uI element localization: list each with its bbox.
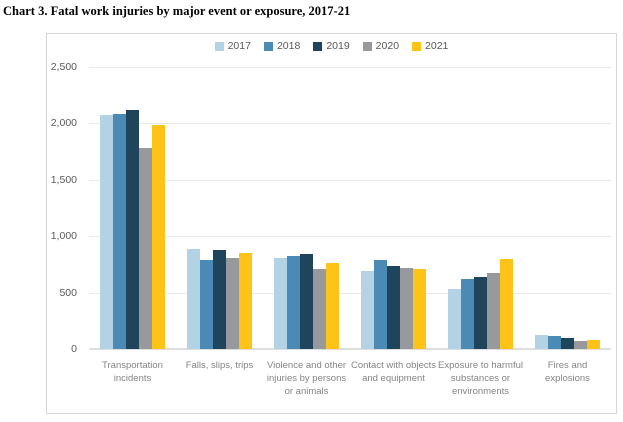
legend-item-2021: 2021 xyxy=(412,40,448,52)
bar-2018-5 xyxy=(461,278,474,349)
gridline-y-1500 xyxy=(89,179,611,181)
bar-2018-1 xyxy=(113,114,126,349)
bar-2020-4 xyxy=(400,268,413,349)
bar-group-1 xyxy=(89,67,176,349)
bar-2018-4 xyxy=(374,260,387,349)
bar-2019-6 xyxy=(561,337,574,349)
bar-2020-6 xyxy=(574,340,587,349)
bar-2017-1 xyxy=(100,114,113,349)
bar-2021-1 xyxy=(152,125,165,349)
legend-item-2020: 2020 xyxy=(362,40,400,52)
bar-2019-1 xyxy=(126,109,139,349)
bar-2018-6 xyxy=(548,336,561,349)
bar-2018-2 xyxy=(200,259,213,349)
y-axis-tick-label: 1,000 xyxy=(50,230,77,243)
bar-group-5 xyxy=(437,67,524,349)
category-label: Falls, slips, trips xyxy=(185,360,254,371)
bar-group-4 xyxy=(350,67,437,349)
bar-2019-2 xyxy=(213,249,226,349)
gridline-y-500 xyxy=(89,292,611,294)
chart-plot-area: 0 500 1,000 1,500 2,000 2,500 xyxy=(51,61,611,355)
y-axis-tick-label: 1,500 xyxy=(50,173,77,186)
legend-label: 2018 xyxy=(276,40,301,52)
y-axis-tick-label: 0 xyxy=(71,343,77,355)
category-label: Violence and other injuries by persons o… xyxy=(266,360,347,397)
bar-2021-3 xyxy=(326,263,339,349)
bar-2018-3 xyxy=(287,255,300,349)
gridline-y-2500 xyxy=(89,67,611,68)
y-axis-tick-label: 2,000 xyxy=(50,117,77,130)
gridline-y-1000 xyxy=(89,236,611,238)
bar-2021-5 xyxy=(500,259,513,349)
category-label: Contact with objects and equipment xyxy=(350,360,436,384)
chart-title: Chart 3. Fatal work injuries by major ev… xyxy=(3,4,351,18)
bar-2020-1 xyxy=(139,148,152,349)
bar-2017-2 xyxy=(187,248,200,349)
bar-2017-6 xyxy=(535,335,548,349)
y-axis-tick-label: 500 xyxy=(59,286,77,299)
gridline-y-0 xyxy=(89,348,611,350)
gridline-y-2000 xyxy=(89,123,611,125)
y-axis-tick-label: 2,500 xyxy=(50,61,77,73)
category-label: Fires and explosions xyxy=(545,360,590,384)
bar-group-6 xyxy=(524,67,611,349)
bar-2019-5 xyxy=(474,276,487,349)
category-label: Exposure to harmful substances or enviro… xyxy=(437,360,523,397)
bar-group-2 xyxy=(176,67,263,349)
bar-2021-2 xyxy=(239,253,252,349)
bar-2019-3 xyxy=(300,254,313,349)
legend-swatch-icon xyxy=(412,41,422,51)
legend-label: 2017 xyxy=(227,40,251,52)
legend-item-2018: 2018 xyxy=(263,40,301,52)
legend-swatch-icon xyxy=(214,41,224,51)
chart-legend: 2017 2018 2019 2020 2021 xyxy=(47,40,616,52)
legend-item-2017: 2017 xyxy=(214,40,251,52)
legend-swatch-icon xyxy=(313,41,323,51)
bar-2021-6 xyxy=(587,339,600,349)
bar-2017-5 xyxy=(448,289,461,349)
bar-2019-4 xyxy=(387,266,400,349)
legend-label: 2020 xyxy=(375,40,400,52)
bar-group-3 xyxy=(263,67,350,349)
category-label: Transportation incidents xyxy=(102,360,163,384)
bar-2020-2 xyxy=(226,258,239,349)
bar-2020-5 xyxy=(487,273,500,349)
bar-2020-3 xyxy=(313,269,326,349)
legend-label: 2019 xyxy=(326,40,350,52)
legend-swatch-icon xyxy=(362,41,372,51)
legend-item-2019: 2019 xyxy=(313,40,350,52)
chart-plot-frame: 2017 2018 2019 2020 2021 0 500 1,000 1,500 2,000… xyxy=(46,33,617,414)
bar-2021-4 xyxy=(413,269,426,349)
bar-2017-4 xyxy=(361,270,374,349)
legend-label: 2021 xyxy=(425,40,449,52)
bar-2017-3 xyxy=(274,257,287,349)
legend-swatch-icon xyxy=(263,41,273,51)
